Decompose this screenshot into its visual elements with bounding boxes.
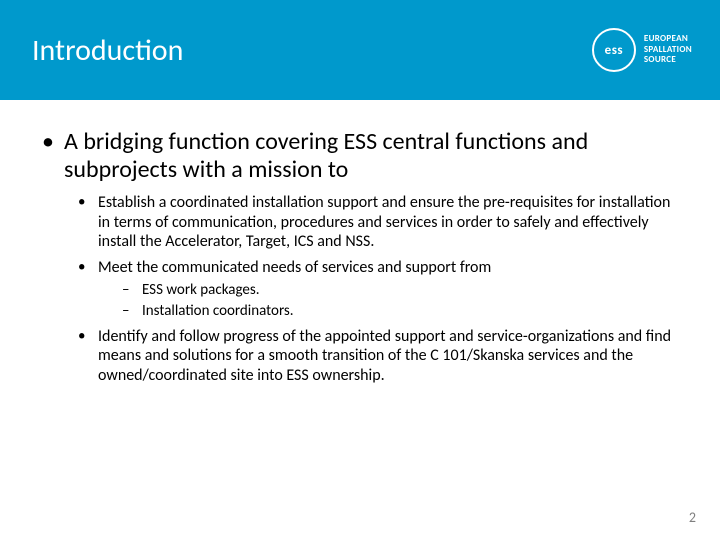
- slide-header: Introduction ess EUROPEAN SPALLATION SOU…: [0, 0, 720, 100]
- ess-logo: ess EUROPEAN SPALLATION SOURCE: [592, 28, 692, 72]
- bullet-main: A bridging function covering ESS central…: [36, 128, 684, 385]
- bullet-list-level1: A bridging function covering ESS central…: [36, 128, 684, 385]
- logo-line-3: SOURCE: [644, 55, 692, 66]
- bullet-sub2a: ESS work packages.: [98, 281, 684, 300]
- slide-body: A bridging function covering ESS central…: [0, 100, 720, 385]
- bullet-sub1: Establish a coordinated installation sup…: [64, 193, 684, 252]
- bullet-main-text: A bridging function covering ESS central…: [64, 127, 588, 184]
- bullet-sub3: Identify and follow progress of the appo…: [64, 327, 684, 386]
- bullet-list-level3: ESS work packages. Installation coordina…: [98, 281, 684, 321]
- bullet-sub2b: Installation coordinators.: [98, 302, 684, 321]
- logo-line-1: EUROPEAN: [644, 34, 692, 45]
- slide-title: Introduction: [32, 32, 183, 69]
- bullet-list-level2: Establish a coordinated installation sup…: [64, 193, 684, 385]
- ess-logo-text: EUROPEAN SPALLATION SOURCE: [644, 34, 692, 66]
- ess-logo-mark: ess: [592, 28, 636, 72]
- bullet-sub2-text: Meet the communicated needs of services …: [98, 258, 491, 277]
- bullet-sub2: Meet the communicated needs of services …: [64, 258, 684, 321]
- page-number: 2: [689, 509, 696, 526]
